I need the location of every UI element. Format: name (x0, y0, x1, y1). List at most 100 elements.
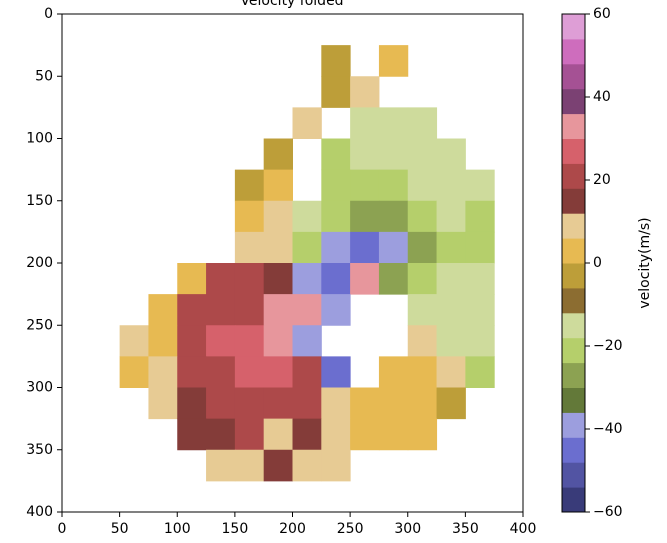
x-tick-label: 100 (164, 521, 191, 537)
heatmap-cell (321, 138, 351, 171)
heatmap-cell (292, 263, 322, 295)
heatmap-cell (177, 387, 207, 420)
heatmap-cell (206, 263, 236, 295)
colorbar-segment (562, 213, 585, 239)
heatmap-cell (206, 356, 236, 388)
heatmap-cell (206, 449, 236, 482)
heatmap-cell (234, 231, 265, 264)
x-tick-label: 150 (222, 521, 249, 537)
heatmap-cell (263, 387, 293, 420)
heatmap-cell (407, 387, 438, 420)
heatmap-cell (350, 138, 380, 171)
colorbar-segment (562, 487, 585, 513)
x-tick-label: 400 (510, 521, 537, 537)
heatmap-cell (148, 356, 178, 388)
heatmap-cell (234, 325, 265, 357)
heatmap-cell (263, 138, 293, 171)
heatmap-cell (378, 107, 409, 139)
colorbar-segment (562, 412, 585, 438)
heatmap-cell (407, 294, 438, 326)
heatmap-cell (177, 325, 207, 357)
heatmap-cell (436, 231, 466, 264)
colorbar-segment (562, 238, 585, 264)
chart-title: Velocity folded (240, 0, 343, 9)
heatmap-cell (407, 169, 438, 202)
heatmap-cell (148, 325, 178, 357)
colorbar-segment (562, 337, 585, 364)
heatmap-cell (350, 418, 380, 451)
colorbar-tick-label: 60 (593, 6, 611, 22)
heatmap-cell (436, 356, 466, 388)
heatmap-cell (263, 169, 293, 202)
colorbar-segment (562, 263, 585, 289)
heatmap-cell (234, 449, 265, 482)
heatmap-cell (465, 263, 495, 295)
colorbar-segment (562, 38, 585, 65)
heatmap-cell (234, 294, 265, 326)
heatmap-cell (292, 387, 322, 420)
heatmap-cell (292, 107, 322, 139)
heatmap-cell (321, 449, 351, 482)
heatmap-cell (206, 387, 236, 420)
heatmap-cell (436, 387, 466, 420)
colorbar-segment (562, 287, 585, 314)
heatmap-cell (177, 263, 207, 295)
heatmap-cell (378, 418, 409, 451)
heatmap-cell (407, 138, 438, 171)
y-tick-label: 200 (26, 255, 53, 271)
heatmap-cell (321, 356, 351, 388)
colorbar-segment (562, 63, 585, 90)
x-tick-label: 350 (452, 521, 479, 537)
colorbar-segment (562, 387, 585, 413)
heatmap-cell (378, 200, 409, 233)
heatmap-cell (407, 418, 438, 451)
colorbar-label: velocity(m/s) (637, 217, 653, 308)
heatmap-cell (436, 138, 466, 171)
heatmap-cell (263, 231, 293, 264)
heatmap-cell (234, 263, 265, 295)
heatmap-cell (350, 387, 380, 420)
heatmap-cell (378, 231, 409, 264)
heatmap-cell (350, 263, 380, 295)
heatmap-cell (321, 418, 351, 451)
colorbar-segment (562, 462, 585, 488)
heatmap-cell (148, 294, 178, 326)
heatmap-cell (407, 200, 438, 233)
colorbar-tick-label: −40 (593, 421, 623, 437)
x-tick-label: 50 (111, 521, 129, 537)
heatmap-cell (378, 387, 409, 420)
heatmap-cell (321, 169, 351, 202)
y-tick-label: 150 (26, 193, 53, 209)
y-tick-label: 250 (26, 317, 53, 333)
colorbar-tick-label: 40 (593, 89, 611, 105)
heatmap-cell (436, 200, 466, 233)
heatmap-cell (292, 418, 322, 451)
colorbar-segment (562, 88, 585, 115)
heatmap-cell (263, 418, 293, 451)
colorbar-tick-label: −20 (593, 338, 623, 354)
heatmap-cell (378, 45, 409, 77)
heatmap-cell (321, 294, 351, 326)
heatmap-cell (292, 356, 322, 388)
heatmap-cell (263, 294, 293, 326)
heatmap-cell (465, 169, 495, 202)
heatmap-cell (321, 45, 351, 77)
heatmap-cell (119, 356, 149, 388)
heatmap-cell (234, 200, 265, 233)
heatmap-cell (263, 325, 293, 357)
heatmap-cell (407, 263, 438, 295)
heatmap-cell (148, 387, 178, 420)
heatmap-cell (321, 76, 351, 108)
heatmap-cell (321, 231, 351, 264)
heatmap-cell (350, 169, 380, 202)
heatmap-cell (465, 356, 495, 388)
x-tick-label: 250 (337, 521, 364, 537)
colorbar-segment (562, 14, 585, 40)
heatmap-cell (350, 76, 380, 108)
heatmap-cell (177, 418, 207, 451)
heatmap-cell (206, 294, 236, 326)
heatmap-cell (321, 387, 351, 420)
heatmap-cell (263, 263, 293, 295)
heatmap-cell (378, 169, 409, 202)
